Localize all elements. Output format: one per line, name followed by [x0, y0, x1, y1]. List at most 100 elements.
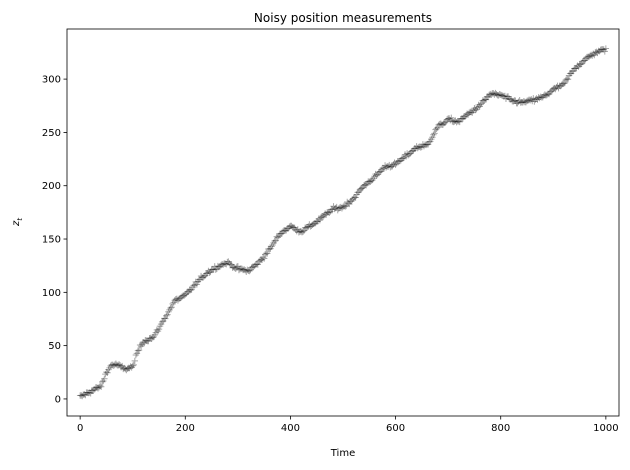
data-point: [376, 168, 383, 175]
data-point: [421, 141, 429, 148]
data-point: [489, 90, 496, 97]
data-point: [536, 94, 543, 102]
data-point: [217, 261, 225, 269]
data-point: [417, 144, 425, 151]
data-point: [324, 209, 331, 216]
data-point: [293, 227, 300, 235]
data-point: [345, 199, 352, 207]
data-point: [461, 113, 469, 121]
data-point: [501, 92, 509, 100]
data-point: [551, 84, 558, 92]
data-point: [570, 67, 577, 75]
data-point: [483, 93, 491, 100]
data-point: [108, 361, 115, 369]
data-point: [496, 91, 503, 98]
data-point: [104, 369, 111, 376]
data-point: [533, 95, 540, 102]
data-point: [580, 57, 587, 64]
data-point: [558, 81, 565, 89]
x-tick-label: 0: [77, 423, 83, 434]
data-point: [313, 218, 320, 225]
data-point: [602, 45, 610, 52]
data-point: [233, 263, 241, 271]
data-point: [318, 213, 326, 220]
data-point: [284, 225, 291, 232]
data-point: [235, 266, 243, 274]
data-point: [439, 121, 447, 128]
data-point: [532, 96, 539, 103]
data-point: [329, 206, 336, 213]
data-point: [134, 347, 142, 354]
data-point: [82, 391, 89, 399]
data-point: [204, 269, 211, 277]
data-point: [388, 163, 395, 170]
data-point: [192, 278, 199, 286]
data-point: [279, 228, 287, 235]
data-point: [371, 172, 378, 180]
data-point: [152, 329, 160, 336]
data-point: [514, 99, 521, 107]
data-point: [132, 351, 140, 359]
data-point: [145, 337, 152, 345]
data-point: [516, 96, 523, 104]
data-point: [348, 197, 355, 205]
data-point: [493, 91, 500, 98]
data-point: [549, 87, 556, 94]
data-point: [240, 266, 248, 273]
data-point: [450, 118, 457, 126]
data-point: [252, 261, 259, 268]
data-point: [459, 115, 467, 122]
data-point: [177, 294, 185, 301]
data-point: [276, 230, 284, 237]
data-point: [168, 304, 175, 311]
data-point: [391, 159, 398, 166]
data-point: [427, 138, 434, 145]
data-point: [85, 389, 92, 397]
data-point: [174, 297, 182, 304]
data-point: [277, 230, 285, 237]
data-point: [566, 70, 574, 77]
data-point: [380, 165, 388, 172]
data-point: [554, 82, 561, 90]
data-point: [370, 175, 377, 182]
data-point: [197, 272, 205, 280]
data-point: [111, 361, 119, 368]
data-point: [303, 224, 310, 232]
data-point: [105, 366, 112, 373]
data-point: [206, 269, 213, 276]
data-point: [392, 161, 399, 168]
data-point: [460, 113, 468, 120]
data-point: [538, 94, 545, 101]
data-point: [153, 326, 161, 334]
data-point: [154, 327, 162, 335]
data-point: [196, 276, 204, 283]
data-point: [465, 109, 473, 117]
data-point: [80, 391, 87, 398]
data-point: [472, 106, 479, 114]
data-point: [239, 266, 247, 274]
y-tick-label: 100: [42, 288, 61, 299]
data-point: [342, 202, 350, 210]
data-point: [443, 116, 451, 123]
data-point: [114, 362, 122, 369]
data-point: [158, 318, 166, 326]
data-point: [430, 131, 437, 138]
data-point: [444, 115, 452, 122]
data-point: [326, 209, 333, 217]
y-tick-label: 150: [42, 235, 61, 246]
data-point: [594, 49, 601, 57]
data-point: [226, 260, 233, 267]
data-point: [389, 162, 396, 170]
data-point: [190, 282, 197, 289]
data-point: [256, 257, 264, 264]
data-point: [445, 115, 453, 122]
data-point: [350, 195, 357, 202]
data-point: [590, 50, 597, 57]
data-point: [564, 75, 572, 83]
data-point: [269, 241, 276, 249]
data-point: [314, 218, 321, 225]
data-point: [220, 260, 228, 267]
data-point: [184, 288, 191, 296]
data-point: [126, 364, 133, 372]
data-point: [541, 91, 549, 98]
